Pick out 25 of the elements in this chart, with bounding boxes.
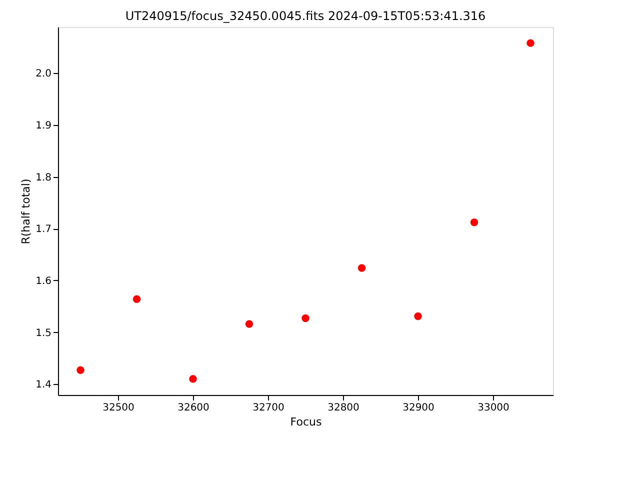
y-tick-label: 1.7: [36, 224, 52, 236]
point: [470, 218, 478, 226]
y-tick-label: 1.6: [36, 276, 52, 287]
y-tick-label: 1.8: [36, 172, 52, 184]
point: [526, 39, 534, 47]
x-tick-label: 33000: [478, 402, 510, 414]
y-tick-label: 1.5: [36, 328, 52, 339]
y-tick-label: 1.4: [36, 380, 52, 391]
point: [245, 320, 254, 328]
chart-title: UT240915/focus_32450.0045.fits 2024-09-15T05:53:41.316: [125, 9, 486, 23]
point: [414, 312, 422, 320]
point: [76, 366, 84, 374]
x-tick-label: 32500: [102, 402, 134, 414]
x-tick-label: 32700: [252, 402, 284, 414]
point: [302, 314, 310, 322]
point: [189, 375, 197, 383]
x-tick-label: 32600: [178, 402, 210, 414]
x-axis-title: Focus: [290, 416, 322, 428]
x-tick-label: 32900: [402, 402, 434, 414]
point: [132, 295, 141, 303]
x-tick-label: 32800: [328, 402, 360, 414]
y-tick-label: 1.9: [36, 120, 52, 132]
point: [358, 264, 366, 272]
y-tick-label: 2.0: [36, 68, 52, 80]
y-axis-title: R(half total): [20, 178, 33, 244]
